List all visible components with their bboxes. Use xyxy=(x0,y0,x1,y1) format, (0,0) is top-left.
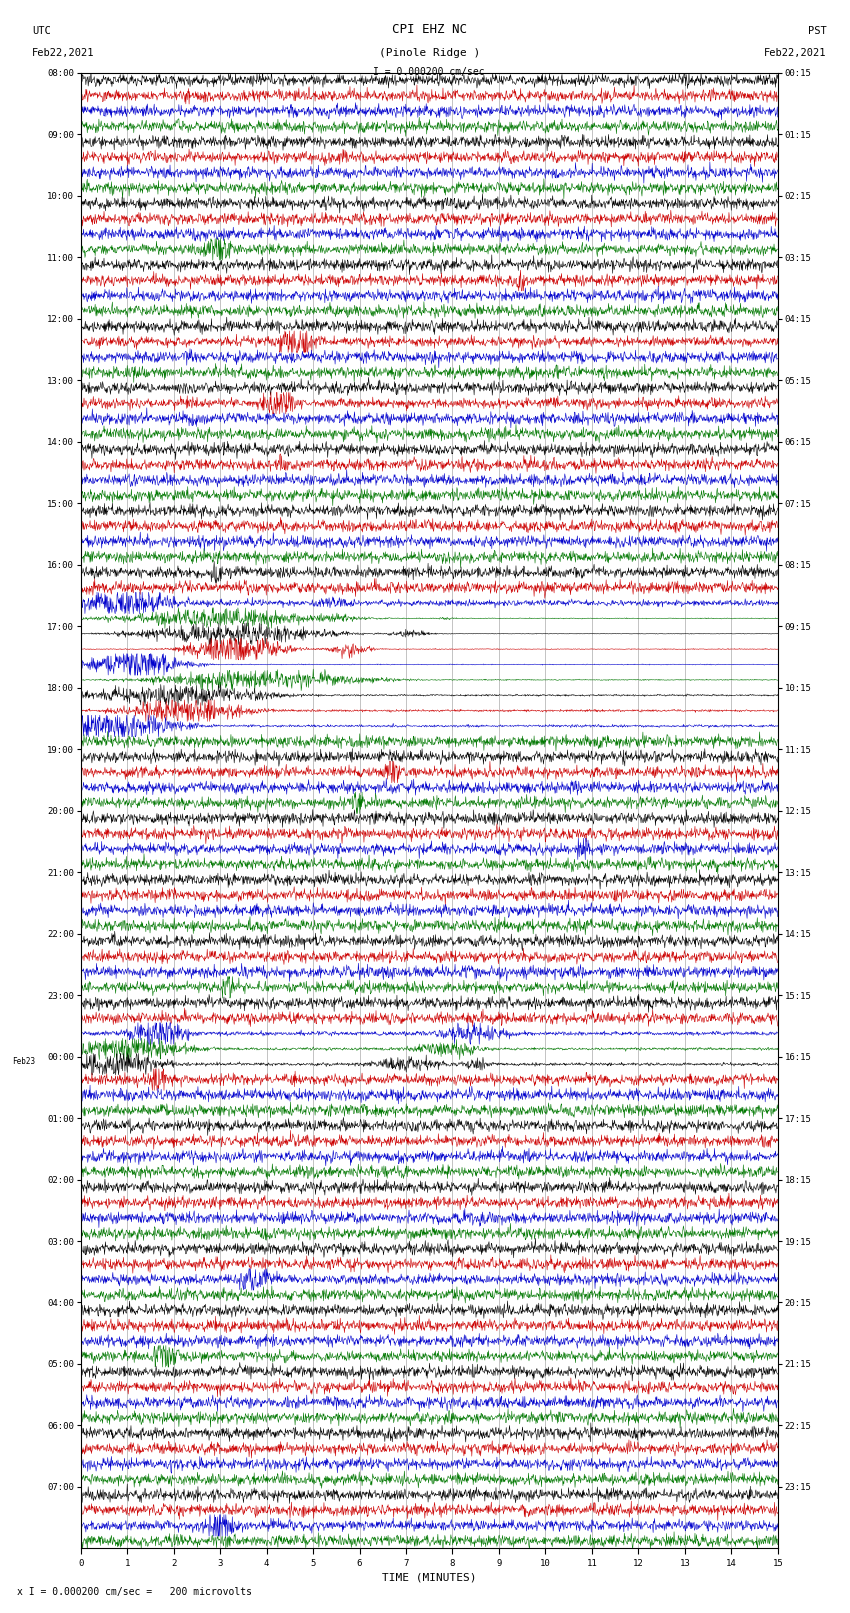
Text: UTC: UTC xyxy=(32,26,51,35)
Text: CPI EHZ NC: CPI EHZ NC xyxy=(392,23,467,35)
Text: PST: PST xyxy=(808,26,826,35)
X-axis label: TIME (MINUTES): TIME (MINUTES) xyxy=(382,1573,477,1582)
Text: x I = 0.000200 cm/sec =   200 microvolts: x I = 0.000200 cm/sec = 200 microvolts xyxy=(17,1587,252,1597)
Text: Feb22,2021: Feb22,2021 xyxy=(764,48,826,58)
Text: I = 0.000200 cm/sec: I = 0.000200 cm/sec xyxy=(373,68,485,77)
Text: Feb22,2021: Feb22,2021 xyxy=(32,48,94,58)
Text: Feb23: Feb23 xyxy=(12,1057,36,1066)
Text: (Pinole Ridge ): (Pinole Ridge ) xyxy=(378,48,480,58)
